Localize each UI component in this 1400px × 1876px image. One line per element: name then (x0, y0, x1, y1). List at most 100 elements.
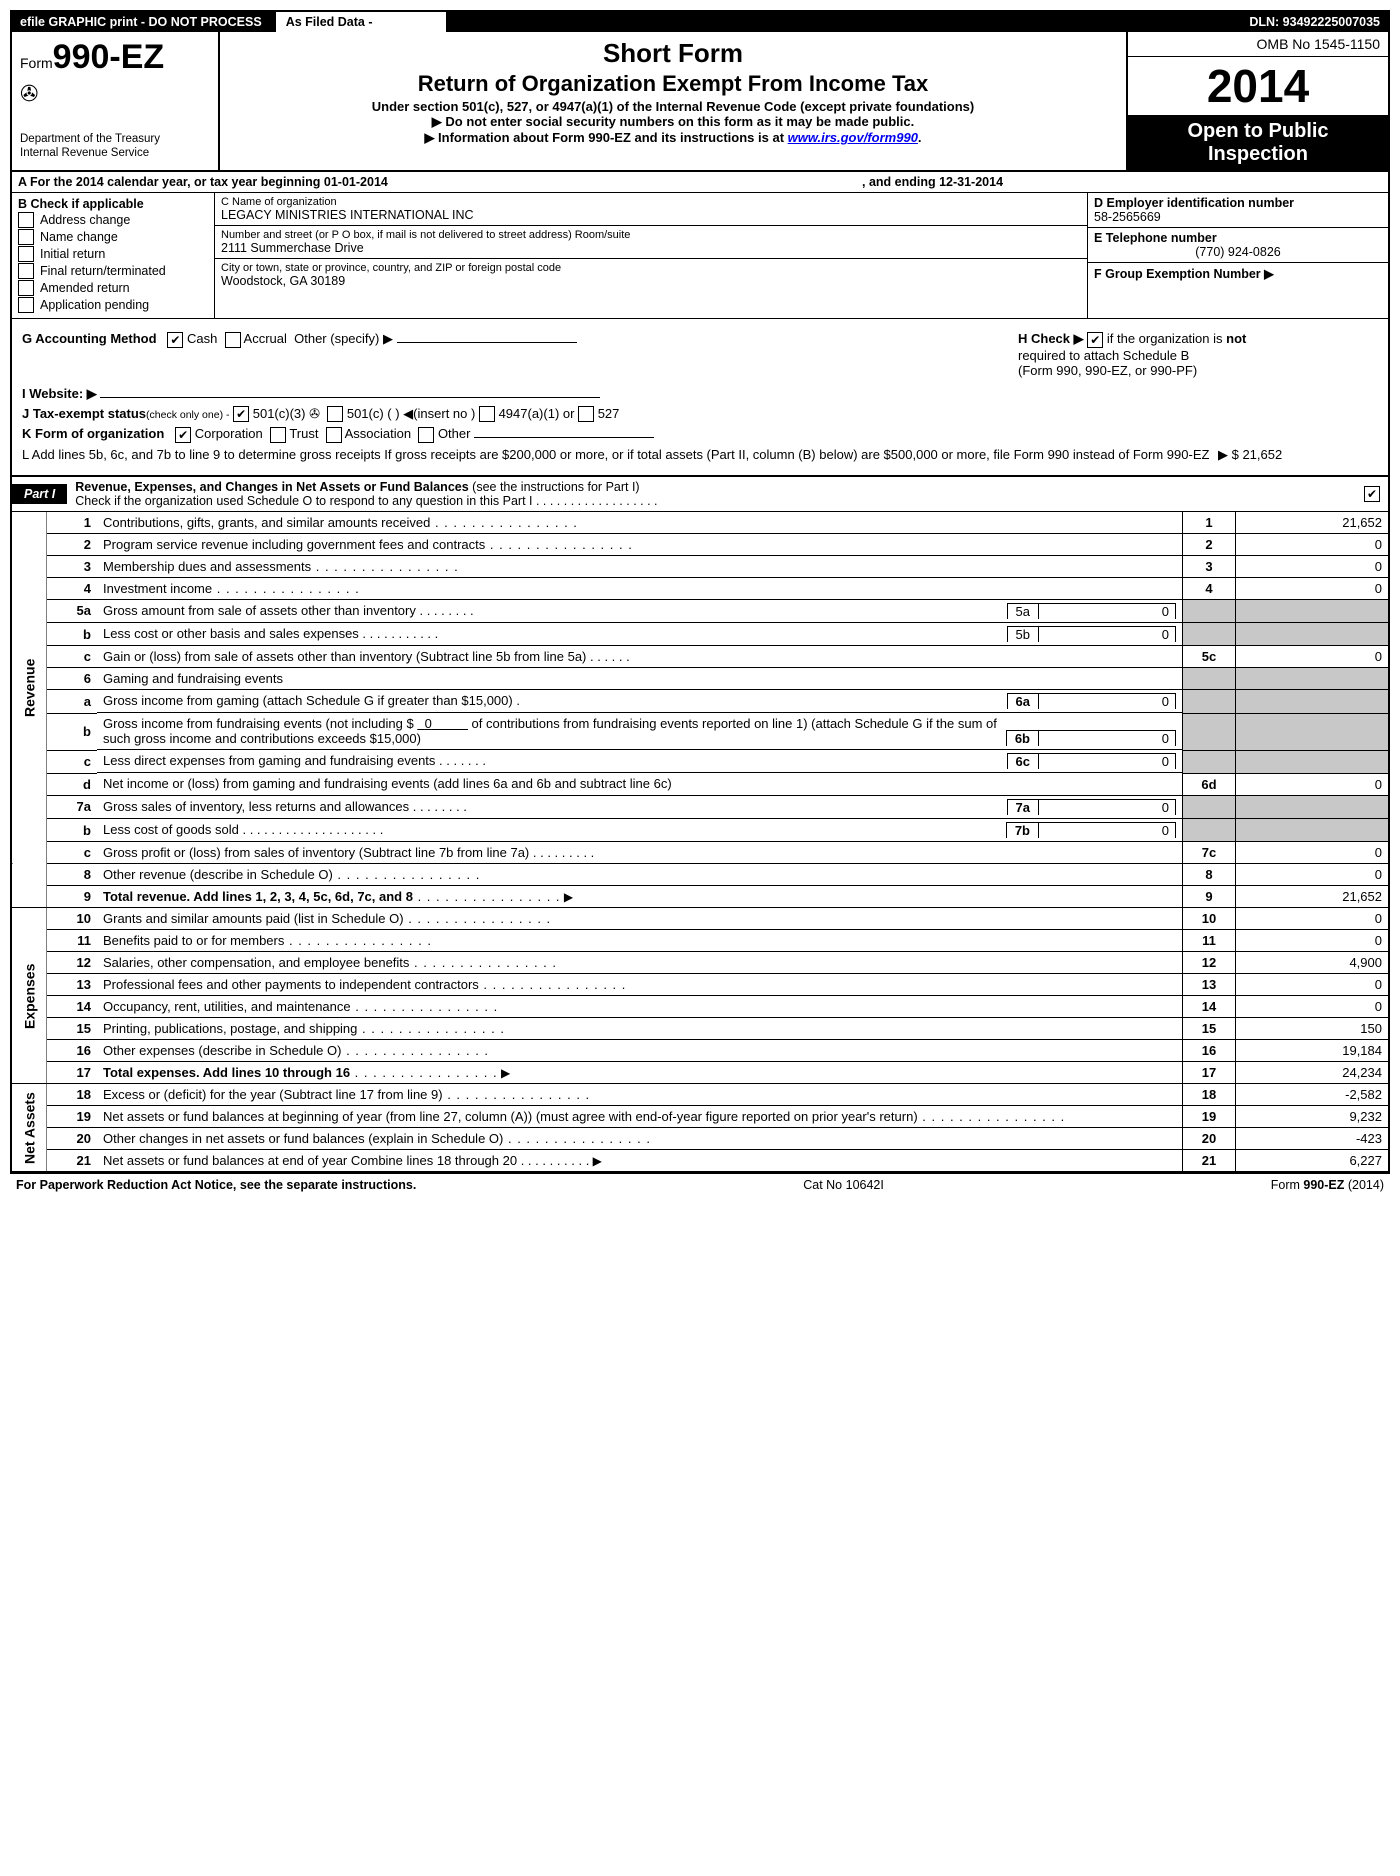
chk-h[interactable] (1087, 332, 1103, 348)
chk-part1-scheduleO[interactable] (1364, 486, 1380, 502)
val-13: 0 (1236, 974, 1389, 996)
val-17: 24,234 (1236, 1062, 1389, 1084)
tel-row: E Telephone number (770) 924-0826 (1088, 228, 1388, 263)
row-15: 15 Printing, publications, postage, and … (12, 1018, 1388, 1040)
website-input[interactable] (100, 397, 600, 398)
open-line2: Inspection (1128, 143, 1388, 166)
g-other-input[interactable] (397, 342, 577, 343)
dept-treasury: Department of the Treasury Internal Reve… (20, 107, 210, 161)
irs-link[interactable]: www.irs.gov/form990 (788, 130, 918, 145)
sub-block-ghijkl: G Accounting Method Cash Accrual Other (… (12, 319, 1388, 476)
header-center: Short Form Return of Organization Exempt… (220, 32, 1126, 170)
val-6b: 0 (1039, 730, 1176, 746)
val-21: 6,227 (1236, 1150, 1389, 1172)
row-4: 4 Investment income 4 0 (12, 577, 1388, 599)
header-left: Form990-EZ ✇ Department of the Treasury … (12, 32, 220, 170)
side-revenue: Revenue (12, 512, 47, 864)
line-j: J Tax-exempt status(check only one) - 50… (22, 406, 1378, 423)
chk-initial-return[interactable]: Initial return (18, 246, 208, 262)
val-6d: 0 (1236, 773, 1389, 795)
chk-final-return[interactable]: Final return/terminated (18, 263, 208, 279)
i-label: I Website: ▶ (22, 386, 97, 401)
street-label: Number and street (or P O box, if mail i… (221, 229, 1081, 241)
col-b-title: B Check if applicable (18, 197, 208, 211)
footer-left: For Paperwork Reduction Act Notice, see … (16, 1178, 416, 1192)
chk-corporation[interactable] (175, 427, 191, 443)
l-amount: ▶ $ 21,652 (1218, 447, 1378, 463)
chk-amended-return[interactable]: Amended return (18, 280, 208, 296)
under-section: Under section 501(c), 527, or 4947(a)(1)… (230, 99, 1116, 114)
org-name-row: C Name of organization LEGACY MINISTRIES… (215, 193, 1087, 226)
street: 2111 Summerchase Drive (221, 241, 1081, 255)
chk-accrual[interactable] (225, 332, 241, 348)
line-g: G Accounting Method Cash Accrual Other (… (22, 331, 1018, 378)
row-16: 16 Other expenses (describe in Schedule … (12, 1040, 1388, 1062)
header: Form990-EZ ✇ Department of the Treasury … (12, 32, 1388, 172)
chk-501c3[interactable] (233, 406, 249, 422)
val-1: 21,652 (1236, 512, 1389, 534)
open-inspection: Open to Public Inspection (1128, 116, 1388, 170)
row-7b: b Less cost of goods sold . . . . . . . … (12, 819, 1388, 842)
chk-trust[interactable] (270, 427, 286, 443)
ein-label: D Employer identification number (1094, 196, 1382, 210)
footer-right: Form 990-EZ (2014) (1271, 1178, 1384, 1192)
top-bar: efile GRAPHIC print - DO NOT PROCESS As … (12, 12, 1388, 32)
omb-number: OMB No 1545-1150 (1128, 32, 1388, 56)
dept-line2: Internal Revenue Service (20, 147, 210, 161)
row-10: Expenses 10 Grants and similar amounts p… (12, 908, 1388, 930)
dln-value: 93492225007035 (1283, 15, 1380, 29)
part1-label: Part I (12, 484, 67, 504)
chk-application-pending[interactable]: Application pending (18, 297, 208, 313)
j-label: J Tax-exempt status (22, 406, 146, 421)
val-10: 0 (1236, 908, 1389, 930)
chk-other[interactable] (418, 427, 434, 443)
val-19: 9,232 (1236, 1106, 1389, 1128)
dept-line1: Department of the Treasury (20, 133, 210, 147)
chk-address-change[interactable]: Address change (18, 212, 208, 228)
row-1: Revenue 1 Contributions, gifts, grants, … (12, 512, 1388, 534)
part1-title: Revenue, Expenses, and Changes in Net As… (75, 480, 468, 494)
val-7c: 0 (1236, 842, 1389, 864)
footer: For Paperwork Reduction Act Notice, see … (10, 1174, 1390, 1192)
chk-association[interactable] (326, 427, 342, 443)
bullet-ssn: ▶ Do not enter social security numbers o… (230, 114, 1116, 130)
row-20: 20 Other changes in net assets or fund b… (12, 1128, 1388, 1150)
row-5b: b Less cost or other basis and sales exp… (12, 623, 1388, 646)
val-12: 4,900 (1236, 952, 1389, 974)
row-18: Net Assets 18 Excess or (deficit) for th… (12, 1084, 1388, 1106)
val-15: 150 (1236, 1018, 1389, 1040)
footer-mid: Cat No 10642I (803, 1178, 884, 1192)
chk-4947[interactable] (479, 406, 495, 422)
form-container: efile GRAPHIC print - DO NOT PROCESS As … (10, 10, 1390, 1174)
side-expenses: Expenses (12, 908, 47, 1084)
org-name-label: C Name of organization (221, 196, 1081, 208)
val-20: -423 (1236, 1128, 1389, 1150)
row-17: 17 Total expenses. Add lines 10 through … (12, 1062, 1388, 1084)
block-bcd: B Check if applicable Address change Nam… (12, 193, 1388, 319)
chk-501c[interactable] (327, 406, 343, 422)
form-no: 990-EZ (53, 38, 165, 76)
main-title: Return of Organization Exempt From Incom… (230, 71, 1116, 97)
row-3: 3 Membership dues and assessments 3 0 (12, 555, 1388, 577)
row-5c: c Gain or (loss) from sale of assets oth… (12, 646, 1388, 668)
row-a-end: , and ending 12-31-2014 (856, 172, 1388, 192)
val-2: 0 (1236, 533, 1389, 555)
val-16: 19,184 (1236, 1040, 1389, 1062)
chk-cash[interactable] (167, 332, 183, 348)
val-4: 0 (1236, 577, 1389, 599)
short-form-title: Short Form (230, 38, 1116, 69)
k-other-input[interactable] (474, 437, 654, 438)
part1-title-row: Revenue, Expenses, and Changes in Net As… (67, 477, 1364, 511)
val-5b: 0 (1039, 626, 1176, 642)
g-label: G Accounting Method (22, 331, 157, 346)
row-2: 2 Program service revenue including gove… (12, 533, 1388, 555)
chk-name-change[interactable]: Name change (18, 229, 208, 245)
chk-527[interactable] (578, 406, 594, 422)
row-19: 19 Net assets or fund balances at beginn… (12, 1106, 1388, 1128)
row-7c: c Gross profit or (loss) from sales of i… (12, 842, 1388, 864)
row-14: 14 Occupancy, rent, utilities, and maint… (12, 996, 1388, 1018)
line-i: I Website: ▶ (22, 386, 1378, 402)
side-netassets: Net Assets (12, 1084, 47, 1172)
row-11: 11 Benefits paid to or for members 11 0 (12, 930, 1388, 952)
part1-header: Part I Revenue, Expenses, and Changes in… (12, 476, 1388, 512)
